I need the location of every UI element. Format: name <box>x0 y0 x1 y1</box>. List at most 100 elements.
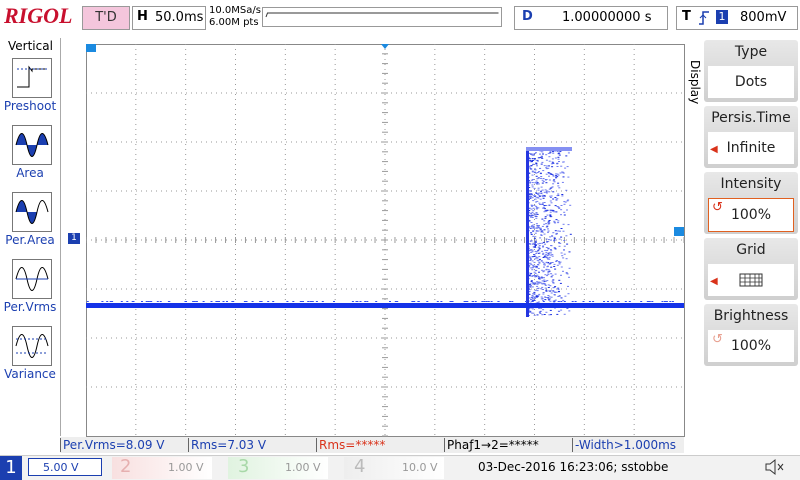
menu-button[interactable]: Intensity 100% ↺ <box>704 172 798 234</box>
trace-dot <box>566 209 568 211</box>
trace-dot <box>539 277 542 279</box>
channel-box[interactable] <box>344 457 444 479</box>
channel-number[interactable]: 3 <box>238 456 250 477</box>
menu-item[interactable]: Variance <box>4 367 56 381</box>
button-value: Infinite <box>708 132 794 164</box>
trace-dot <box>551 235 554 237</box>
left-menu-title: Vertical <box>8 39 53 53</box>
channel-scale[interactable]: 5.00 V <box>28 458 102 476</box>
trace-dot <box>535 182 538 184</box>
trace-dot <box>553 236 556 238</box>
menu-button[interactable]: Brightness 100% ↺ <box>704 304 798 366</box>
channel-number[interactable]: 1 <box>0 456 22 480</box>
trace-dot <box>562 270 564 272</box>
trace-dot <box>359 301 362 302</box>
trace-dot <box>545 167 548 169</box>
speaker-icon[interactable] <box>764 458 786 476</box>
trace-dot <box>551 158 554 160</box>
trace-dot <box>557 222 560 224</box>
run-status[interactable]: T'D <box>82 6 130 30</box>
timebase-box[interactable] <box>132 6 206 30</box>
trace-dot <box>558 242 561 244</box>
menu-item[interactable]: Per.Vrms <box>3 300 57 314</box>
menu-item[interactable]: Area <box>16 166 44 180</box>
trace-dot <box>535 294 538 296</box>
trace-dot <box>545 159 548 161</box>
trace-dot <box>546 266 549 268</box>
trace-dot <box>549 151 552 153</box>
variance-icon[interactable] <box>12 326 52 366</box>
trace-dot <box>558 187 561 189</box>
trace-dot <box>543 270 546 272</box>
trace-dot <box>547 239 550 241</box>
menu-button[interactable]: Persis.Time Infinite ◀ <box>704 106 798 168</box>
trace-dot <box>530 249 533 251</box>
trace-dot <box>563 214 566 216</box>
trace-dot <box>251 301 254 302</box>
trace-dot <box>528 307 531 309</box>
trace-dot <box>553 238 556 240</box>
trace-dot <box>528 265 531 267</box>
delay-box[interactable] <box>514 6 668 30</box>
trace-dot <box>534 245 537 246</box>
trace-dot <box>542 170 545 172</box>
trace-dot <box>550 173 552 175</box>
trace-dot <box>533 293 536 295</box>
trace-dot <box>555 173 558 175</box>
trace-dot <box>562 176 565 178</box>
trace-dot <box>549 262 552 264</box>
per-area-icon[interactable] <box>12 192 52 232</box>
channel-scale[interactable]: 10.0 V <box>402 461 438 474</box>
trace-dot <box>528 210 531 211</box>
preshoot-icon[interactable] <box>12 58 52 98</box>
area-icon[interactable] <box>12 125 52 165</box>
trace-dot <box>565 189 568 191</box>
trace-dot <box>537 225 540 226</box>
trace-dot <box>530 272 533 274</box>
trace-dot <box>440 301 443 302</box>
trace-dot <box>531 227 534 229</box>
channel-scale[interactable]: 1.00 V <box>285 461 321 474</box>
trace-dot <box>545 289 548 291</box>
trace-dot <box>545 251 548 253</box>
trace-dot <box>531 312 534 314</box>
trace-dot <box>529 196 532 198</box>
trace-dot <box>548 222 551 224</box>
trace-dot <box>533 159 536 161</box>
menu-button[interactable]: Type Dots <box>704 40 798 102</box>
trace-dot <box>552 175 555 177</box>
channel-scale[interactable]: 1.00 V <box>168 461 204 474</box>
trace-dot <box>535 212 538 214</box>
trace-dot <box>538 293 541 295</box>
trace-dot <box>485 301 488 302</box>
channel-number[interactable]: 2 <box>120 456 132 477</box>
channel-box[interactable] <box>228 457 328 479</box>
trace-dot <box>529 167 531 169</box>
channel-box[interactable] <box>112 457 212 479</box>
per-vrms-icon[interactable] <box>12 259 52 299</box>
trace-dot <box>553 220 556 222</box>
menu-item[interactable]: Per.Area <box>5 233 55 247</box>
channel-number[interactable]: 4 <box>354 456 366 477</box>
trace-dot <box>531 300 534 302</box>
trace-dot <box>449 301 452 302</box>
trace-dot <box>533 291 536 293</box>
trace-dot <box>559 172 562 174</box>
trace-dot <box>544 297 547 298</box>
trace-dot <box>540 192 543 194</box>
trace-dot <box>560 165 563 167</box>
menu-button[interactable]: Grid ◀ <box>704 238 798 300</box>
trace-dot <box>552 183 555 185</box>
trace-dot <box>556 151 559 153</box>
trace-dot <box>557 310 560 312</box>
trace-dot <box>544 254 547 256</box>
trace-dot <box>529 159 532 161</box>
trace-dot <box>436 301 439 302</box>
menu-item[interactable]: Preshoot <box>3 99 57 113</box>
trace-dot <box>538 258 541 260</box>
trace-dot <box>566 200 569 202</box>
trigger-box[interactable] <box>676 6 798 30</box>
trace-dot <box>559 242 562 244</box>
trace-dot <box>567 152 570 154</box>
trace-dot <box>528 165 531 167</box>
